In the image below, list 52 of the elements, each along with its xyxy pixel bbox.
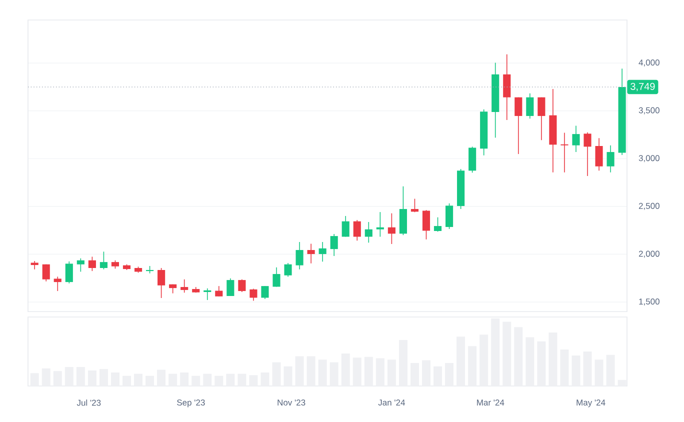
candlestick bbox=[388, 212, 396, 244]
y-tick-label: 4,000 bbox=[638, 60, 660, 67]
candlestick bbox=[526, 92, 534, 120]
candlestick bbox=[364, 222, 372, 244]
y-tick-label: 1,500 bbox=[639, 298, 660, 306]
candlestick bbox=[76, 258, 84, 272]
x-tick-label: Mar '24 bbox=[477, 400, 504, 406]
x-tick-label: Nov '23 bbox=[278, 400, 306, 406]
x-tick-label: May '24 bbox=[576, 400, 606, 408]
candlestick bbox=[296, 242, 304, 270]
candlestick bbox=[100, 251, 108, 270]
candlestick bbox=[584, 132, 592, 176]
candlestick bbox=[42, 264, 50, 282]
candlestick bbox=[180, 278, 188, 294]
candlestick bbox=[250, 288, 258, 302]
candlestick bbox=[330, 234, 338, 256]
candlestick bbox=[410, 198, 419, 213]
x-tick-label: Jan '24 bbox=[378, 400, 405, 406]
y-tick-label: 2,000 bbox=[638, 250, 660, 258]
candlestick bbox=[376, 212, 384, 238]
candlestick bbox=[318, 242, 326, 262]
candlestick bbox=[54, 276, 62, 292]
candlestick bbox=[503, 54, 511, 120]
ref-line-label: 3,749 bbox=[630, 82, 655, 92]
candlestick bbox=[307, 243, 315, 264]
candlestick bbox=[88, 256, 96, 272]
candlestick bbox=[538, 96, 546, 140]
candlestick bbox=[238, 278, 246, 292]
candlestick bbox=[445, 202, 454, 230]
candlestick bbox=[158, 268, 166, 298]
candlestick bbox=[65, 260, 73, 284]
candlestick bbox=[514, 96, 522, 154]
candlestick bbox=[468, 146, 476, 174]
candlestick bbox=[572, 125, 580, 152]
candlestick bbox=[595, 138, 603, 172]
candlestick bbox=[284, 262, 292, 278]
y-tick-label: 3,500 bbox=[638, 107, 660, 114]
candlestick bbox=[434, 216, 442, 232]
candlestick bbox=[261, 286, 269, 300]
x-tick-label: Jul '23 bbox=[76, 400, 101, 406]
candlestick bbox=[342, 216, 350, 238]
y-tick-label: 3,000 bbox=[638, 155, 660, 162]
candlestick bbox=[560, 132, 568, 173]
candlestick bbox=[353, 220, 361, 242]
candlestick bbox=[272, 266, 280, 288]
y-tick-label: 2,500 bbox=[638, 202, 660, 210]
candlestick bbox=[606, 144, 614, 173]
candlestick bbox=[226, 278, 234, 296]
candlestick bbox=[215, 286, 223, 297]
candlestick bbox=[422, 210, 430, 240]
x-tick-label: Sep '23 bbox=[177, 400, 205, 408]
candlestick bbox=[204, 288, 212, 300]
